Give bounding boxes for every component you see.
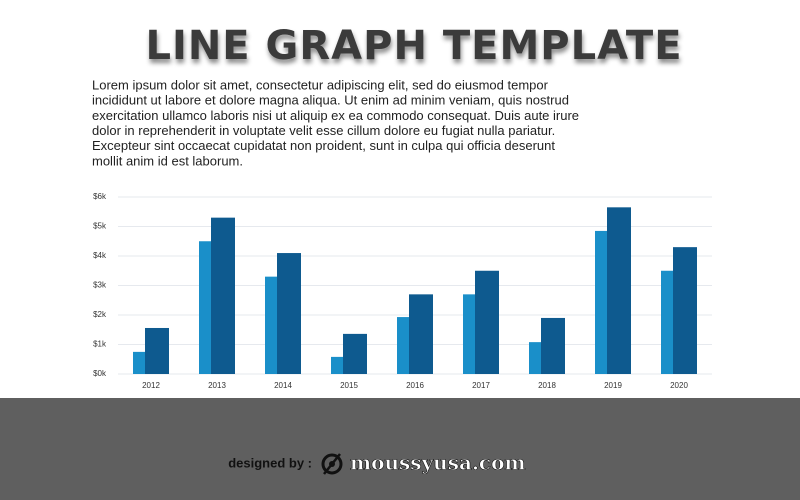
bar <box>409 294 433 374</box>
bar <box>343 333 367 374</box>
paragraph-line: incididunt ut labore et dolore magna ali… <box>92 93 569 108</box>
paragraph: Lorem ipsum dolor sit amet, consectetur … <box>92 77 579 168</box>
footer-band <box>0 398 800 500</box>
y-tick-label: $1k <box>93 340 107 349</box>
bar <box>595 230 607 374</box>
x-tick-label: 2012 <box>142 381 160 390</box>
bar <box>541 317 565 374</box>
bar <box>397 317 409 374</box>
bar <box>661 270 673 374</box>
paragraph-line: exercitation ullamco laboris nisi ut ali… <box>92 108 579 123</box>
bar <box>331 356 343 374</box>
bar <box>133 351 145 374</box>
bar <box>673 247 697 374</box>
bar <box>145 327 169 374</box>
x-tick-label: 2016 <box>406 381 424 390</box>
brand-logo <box>321 453 343 475</box>
bar <box>199 241 211 374</box>
brand-name: moussyusa.com <box>350 451 526 475</box>
chart: $0k $1k $2k $3k $4k $5k $6k 2012 2013 2014 2015 201… <box>93 192 712 390</box>
x-tick-label: 2015 <box>340 381 358 390</box>
x-tick-label: 2017 <box>472 381 490 390</box>
bar <box>529 342 541 374</box>
y-tick-label: $5k <box>93 222 107 231</box>
y-tick-label: $3k <box>93 281 107 290</box>
y-tick-label: $6k <box>93 192 107 201</box>
y-tick-label: $2k <box>93 310 107 319</box>
paragraph-line: dolor in reprehenderit in voluptate veli… <box>92 123 555 138</box>
y-tick-label: $4k <box>93 251 107 260</box>
bar <box>475 270 499 374</box>
page-title: LINE GRAPH TEMPLATE <box>145 23 682 69</box>
paragraph-line: mollit anim id est laborum. <box>92 153 243 168</box>
designed-by: designed by : <box>228 455 312 470</box>
y-tick-label: $0k <box>93 369 107 378</box>
bar <box>277 253 301 374</box>
bar <box>265 276 277 374</box>
x-tick-label: 2020 <box>670 381 688 390</box>
x-tick-label: 2018 <box>538 381 556 390</box>
paragraph-line: Lorem ipsum dolor sit amet, consectetur … <box>92 77 549 92</box>
paragraph-line: Excepteur sint occaecat cupidatat non pr… <box>92 138 555 153</box>
x-tick-label: 2013 <box>208 381 226 390</box>
bar <box>211 217 235 374</box>
bar <box>607 207 631 374</box>
x-tick-label: 2014 <box>274 381 292 390</box>
x-tick-label: 2019 <box>604 381 622 390</box>
bar <box>463 294 475 374</box>
